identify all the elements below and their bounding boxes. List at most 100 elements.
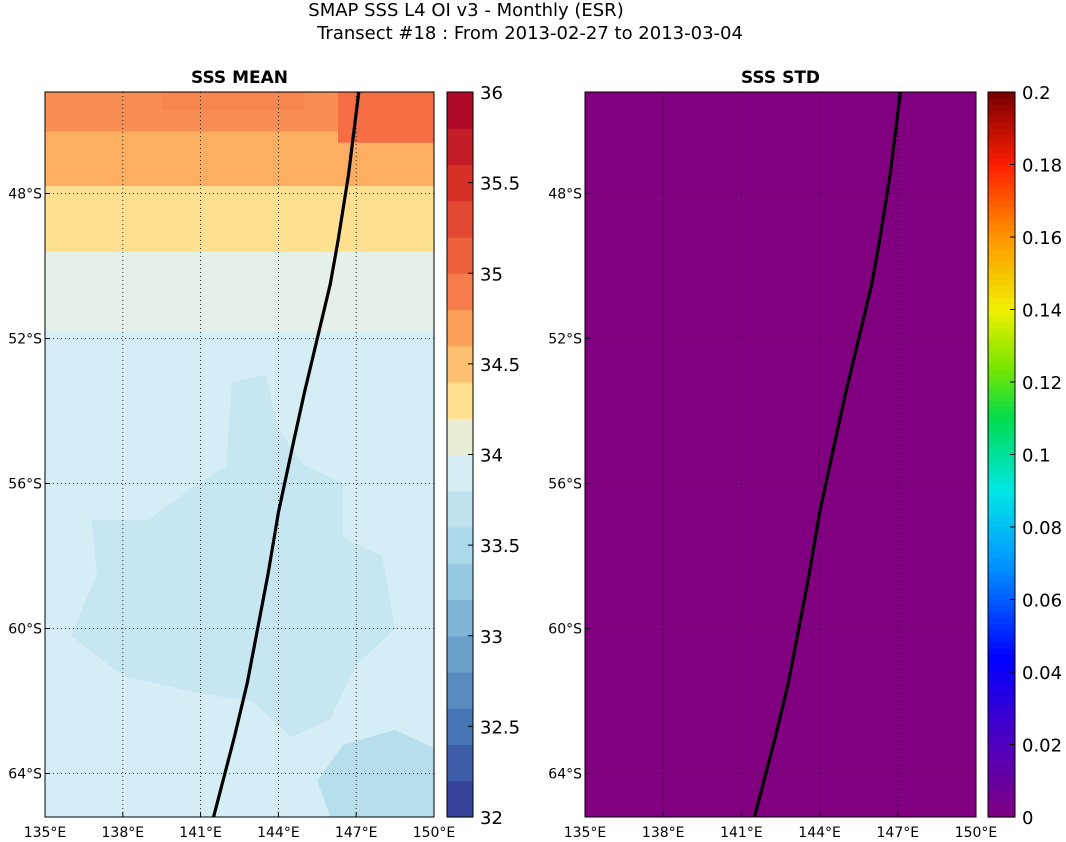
colorbar-segment bbox=[988, 369, 1015, 377]
colorbar-segment bbox=[988, 249, 1015, 256]
colorbar-tick-label: 0.06 bbox=[1022, 591, 1062, 612]
colorbar-segment bbox=[988, 720, 1015, 727]
colorbar-tick-label: 34.5 bbox=[480, 355, 520, 376]
plot-frame bbox=[44, 91, 435, 818]
colorbar-segment bbox=[988, 551, 1015, 558]
colorbar-segment bbox=[988, 690, 1015, 697]
colorbar-segment bbox=[988, 750, 1015, 758]
colorbar-segment bbox=[988, 593, 1015, 601]
colorbar-segment bbox=[988, 611, 1015, 619]
colorbar-segment bbox=[988, 224, 1015, 232]
colorbar-segment bbox=[988, 520, 1015, 528]
colorbar-tick-label: 33.5 bbox=[480, 536, 520, 557]
colorbar-segment bbox=[988, 659, 1015, 667]
colorbar-segment bbox=[988, 273, 1015, 280]
colorbar-tick-label: 35 bbox=[480, 264, 503, 285]
colorbar-segment bbox=[988, 665, 1015, 673]
colorbar-segment bbox=[988, 623, 1015, 631]
colorbar-segment bbox=[988, 345, 1015, 353]
colorbar-segment bbox=[988, 92, 1015, 99]
colorbar-segment bbox=[988, 170, 1015, 178]
colorbar-segment bbox=[988, 442, 1015, 450]
colorbar-segment bbox=[988, 146, 1015, 154]
colorbar-segment bbox=[988, 406, 1015, 413]
field-band bbox=[161, 92, 305, 111]
field-band bbox=[45, 186, 434, 252]
colorbar-segment bbox=[988, 684, 1015, 691]
colorbar-segment bbox=[988, 291, 1015, 299]
x-tick-label: 135°E bbox=[564, 825, 607, 841]
colorbar-segment bbox=[988, 575, 1015, 582]
colorbar-segment bbox=[988, 261, 1015, 268]
colorbar-segment bbox=[988, 756, 1015, 764]
colorbar-segment bbox=[988, 297, 1015, 305]
colorbar-segment bbox=[988, 285, 1015, 292]
x-tick-label: 138°E bbox=[102, 825, 145, 841]
colorbar-segment bbox=[447, 744, 473, 782]
colorbar-segment bbox=[988, 726, 1015, 734]
y-tick-label: 60°S bbox=[8, 622, 42, 638]
colorbar-segment bbox=[988, 206, 1015, 214]
colorbar-segment bbox=[447, 635, 473, 673]
colorbar-segment bbox=[988, 653, 1015, 661]
colorbar-segment bbox=[988, 267, 1015, 274]
colorbar-segment bbox=[988, 158, 1015, 166]
colorbar-segment bbox=[988, 792, 1015, 800]
panel-title: SSS MEAN bbox=[191, 68, 288, 88]
colorbar-segment bbox=[988, 200, 1015, 208]
colorbar-segment bbox=[988, 430, 1015, 437]
x-tick-label: 141°E bbox=[179, 825, 222, 841]
colorbar-segment bbox=[988, 140, 1015, 147]
colorbar-segment bbox=[988, 514, 1015, 522]
colorbar-segment bbox=[988, 418, 1015, 425]
colorbar-segment bbox=[988, 599, 1015, 607]
colorbar-segment bbox=[988, 786, 1015, 794]
colorbar-tick-label: 0 bbox=[1022, 808, 1033, 829]
colorbar-segment bbox=[988, 375, 1015, 383]
transect-line bbox=[212, 91, 361, 818]
colorbar-segment bbox=[988, 732, 1015, 740]
colorbar-segment bbox=[988, 484, 1015, 492]
colorbar-segment bbox=[988, 533, 1015, 540]
colorbar-tick-label: 0.14 bbox=[1022, 301, 1062, 322]
x-tick-label: 144°E bbox=[798, 825, 841, 841]
colorbar-segment bbox=[988, 400, 1015, 407]
colorbar-segment bbox=[988, 164, 1015, 172]
x-tick-label: 147°E bbox=[335, 825, 378, 841]
colorbar-segment bbox=[988, 424, 1015, 431]
colorbar-segment bbox=[447, 128, 473, 166]
colorbar-segment bbox=[447, 599, 473, 637]
colorbar-segment bbox=[988, 678, 1015, 685]
colorbar-segment bbox=[988, 394, 1015, 401]
colorbar-segment bbox=[447, 382, 473, 419]
colorbar-segment bbox=[988, 357, 1015, 365]
colorbar-segment bbox=[988, 581, 1015, 589]
colorbar-segment bbox=[988, 587, 1015, 595]
colorbar-segment bbox=[988, 714, 1015, 721]
colorbar-segment bbox=[988, 545, 1015, 552]
colorbar-segment bbox=[988, 327, 1015, 335]
colorbar-segment bbox=[988, 212, 1015, 220]
colorbar-segment bbox=[988, 303, 1015, 311]
colorbar-segment bbox=[988, 448, 1015, 456]
field-base bbox=[585, 92, 976, 817]
colorbar-segment bbox=[988, 696, 1015, 703]
colorbar-segment bbox=[447, 780, 473, 818]
colorbar-segment bbox=[988, 152, 1015, 160]
colorbar-segment bbox=[447, 92, 473, 129]
colorbar-segment bbox=[988, 798, 1015, 806]
colorbar-tick-label: 36 bbox=[480, 83, 503, 104]
colorbar-tick-label: 0.1 bbox=[1022, 446, 1051, 467]
x-tick-label: 150°E bbox=[955, 825, 998, 841]
colorbar-segment bbox=[988, 188, 1015, 196]
colorbar-segment bbox=[988, 436, 1015, 444]
colorbar-segment bbox=[988, 104, 1015, 111]
plot-frame bbox=[584, 91, 977, 818]
colorbar-segment bbox=[988, 641, 1015, 649]
colorbar-segment bbox=[988, 780, 1015, 788]
colorbar-segment bbox=[988, 363, 1015, 371]
colorbar-segment bbox=[988, 255, 1015, 262]
colorbar-segment bbox=[447, 309, 473, 347]
x-tick-label: 150°E bbox=[413, 825, 456, 841]
colorbar-segment bbox=[988, 333, 1015, 341]
